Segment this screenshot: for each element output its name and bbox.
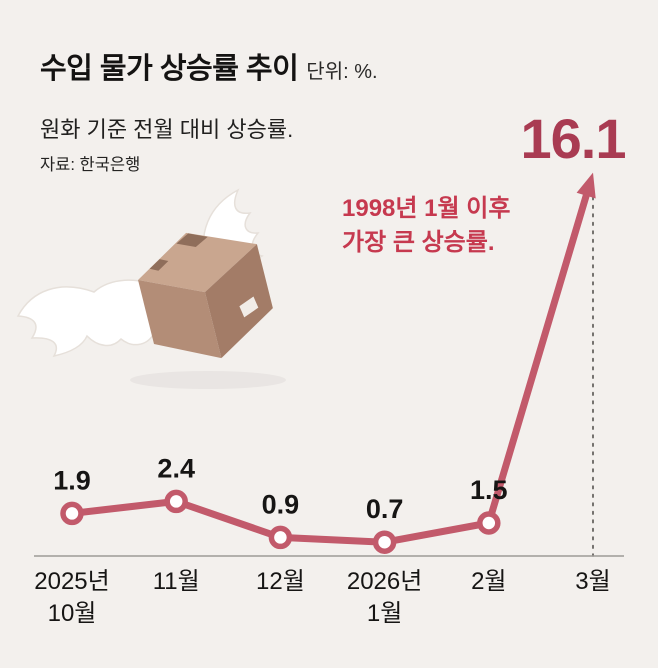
x-axis-label: 3월 — [575, 568, 611, 595]
x-axis-label: 2월 — [471, 568, 507, 595]
arrow-head-icon — [576, 172, 596, 199]
chart-subtitle: 원화 기준 전월 대비 상승률. — [40, 117, 294, 142]
left-wing-icon — [16, 279, 165, 358]
trend-line — [68, 192, 590, 546]
shadow — [130, 371, 286, 389]
source-credit: 자료: 한국은행 — [40, 155, 141, 174]
flying-box-illustration — [16, 188, 286, 389]
value-label: 1.5 — [470, 475, 508, 505]
x-axis-labels: 2025년 10월 11월 12월 2026년 1월 2월 3월 — [0, 566, 658, 661]
shipping-label — [239, 296, 259, 318]
value-label: 2.4 — [157, 453, 195, 483]
page-title: 수입 물가 상승률 추이 단위: %. — [40, 45, 378, 87]
value-label: 0.9 — [262, 489, 300, 519]
x-axis-label: 12월 — [256, 568, 305, 595]
title-text: 수입 물가 상승률 추이 — [40, 53, 299, 86]
annotation-text: 1998년 1월 이후 가장 큰 상승률. — [342, 195, 511, 256]
tape-patch — [176, 233, 208, 248]
x-axis-label: 11월 — [152, 568, 200, 595]
x-axis-label: 2026년 1월 — [346, 568, 423, 627]
parcel-box-icon — [138, 232, 273, 359]
value-label: 0.7 — [366, 494, 404, 524]
data-point — [268, 525, 293, 550]
data-point — [372, 530, 397, 554]
tape-patch — [149, 259, 169, 271]
data-point — [477, 511, 501, 535]
unit-label: 단위: %. — [306, 61, 378, 84]
peak-value: 16.1 — [520, 107, 627, 170]
value-label: 1.9 — [53, 465, 91, 495]
data-point — [164, 489, 188, 514]
x-axis-label: 2025년 10월 — [34, 568, 110, 627]
data-point — [60, 501, 84, 526]
